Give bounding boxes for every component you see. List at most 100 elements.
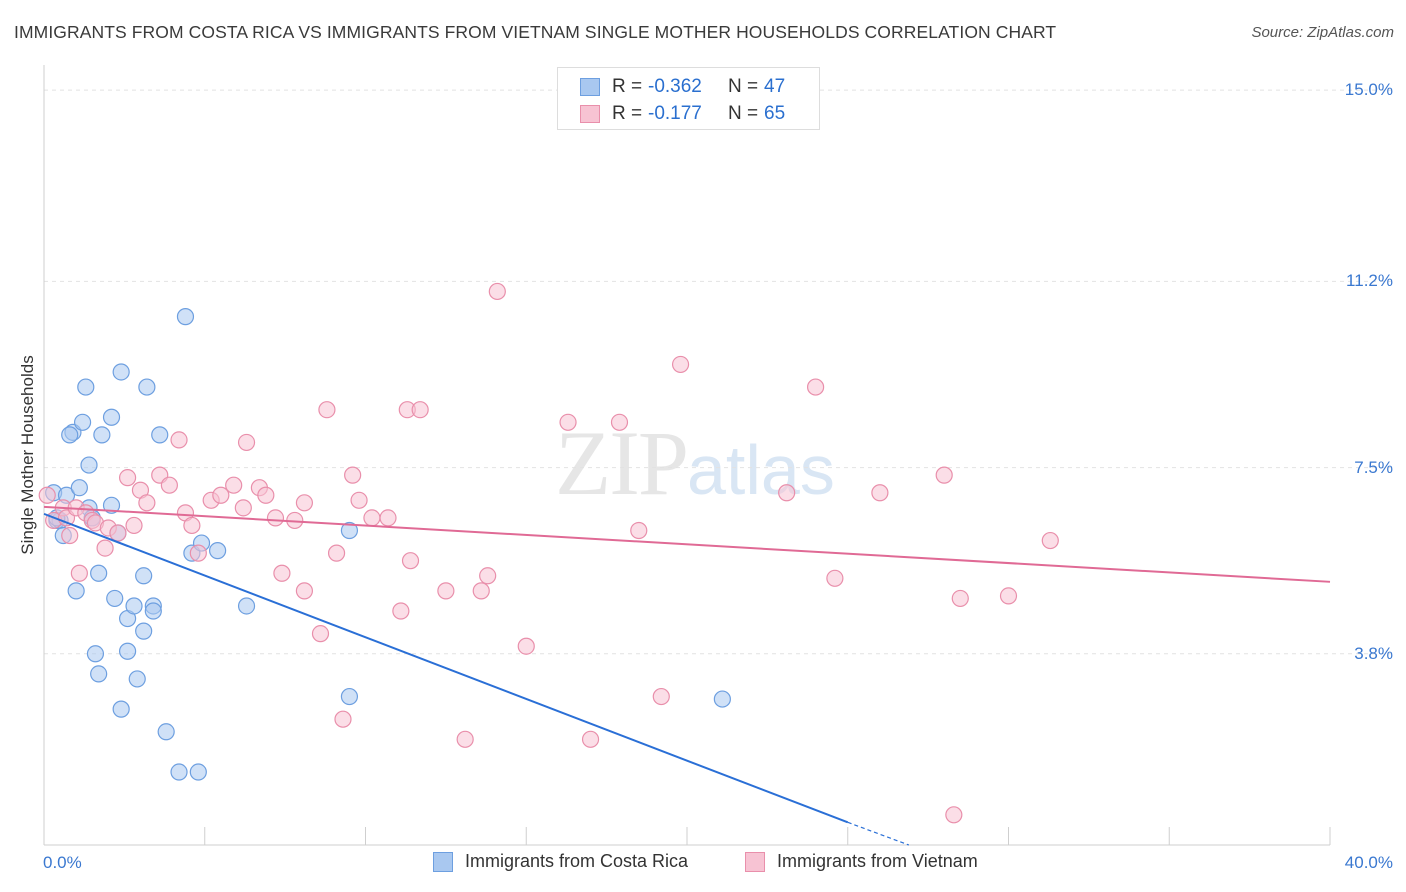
point-costa-rica: [135, 567, 153, 585]
point-vietnam: [234, 499, 252, 517]
point-vietnam: [999, 587, 1018, 605]
point-vietnam: [945, 806, 963, 824]
point-costa-rica: [90, 564, 108, 582]
point-vietnam: [266, 509, 285, 527]
point-vietnam: [392, 602, 410, 620]
point-vietnam: [379, 509, 397, 527]
point-vietnam: [826, 569, 844, 587]
legend-r-value: -0.362: [648, 76, 702, 97]
point-vietnam: [170, 431, 188, 449]
point-vietnam: [109, 524, 127, 542]
point-vietnam: [350, 491, 368, 509]
point-vietnam: [183, 516, 201, 535]
legend-n-value: 47: [764, 76, 786, 97]
legend-item-vietnam[interactable]: Immigrants from Vietnam: [745, 851, 978, 872]
point-vietnam: [437, 582, 455, 600]
legend-row-vietnam: R = -0.177 N = 65: [580, 101, 785, 127]
point-costa-rica: [170, 763, 188, 781]
point-vietnam: [951, 589, 969, 608]
point-vietnam: [344, 466, 362, 484]
legend-n-value: 65: [764, 103, 786, 124]
point-costa-rica: [90, 665, 108, 683]
legend-label-vietnam: Immigrants from Vietnam: [777, 851, 978, 871]
point-vietnam: [363, 509, 381, 527]
point-vietnam: [334, 710, 352, 728]
point-vietnam: [806, 378, 825, 396]
point-costa-rica: [157, 723, 175, 741]
point-costa-rica: [125, 597, 143, 615]
point-costa-rica: [340, 687, 359, 706]
point-vietnam: [778, 484, 796, 502]
point-vietnam: [160, 476, 178, 494]
point-costa-rica: [151, 426, 169, 444]
legend-swatch-costa-rica: [433, 851, 453, 872]
trendline-vietnam: [43, 505, 1331, 583]
y-axis-label: Single Mother Households: [18, 355, 37, 555]
y-tick-label: 7.5%: [1354, 457, 1393, 477]
point-costa-rica: [61, 426, 79, 444]
legend-r-value: -0.177: [648, 103, 702, 124]
y-tick-label: 3.8%: [1354, 643, 1393, 663]
point-vietnam: [295, 494, 314, 512]
chart-title: IMMIGRANTS FROM COSTA RICA VS IMMIGRANTS…: [14, 22, 1057, 42]
point-vietnam: [189, 544, 207, 562]
legend-label-costa-rica: Immigrants from Costa Rica: [465, 851, 689, 871]
point-vietnam: [295, 582, 314, 600]
point-vietnam: [479, 567, 497, 585]
point-costa-rica: [80, 456, 98, 474]
legend-row-costa-rica: R = -0.362 N = 47: [580, 74, 785, 100]
point-costa-rica: [86, 645, 105, 663]
point-vietnam: [652, 687, 670, 706]
point-vietnam: [311, 625, 330, 643]
point-vietnam: [517, 637, 535, 655]
point-vietnam: [935, 466, 953, 484]
point-costa-rica: [209, 542, 227, 560]
legend-n-label: N =: [728, 76, 759, 97]
legend-item-costa-rica[interactable]: Immigrants from Costa Rica: [433, 851, 688, 872]
legend-n-label: N =: [728, 103, 759, 124]
point-vietnam: [96, 539, 114, 557]
point-costa-rica: [77, 378, 95, 396]
point-vietnam: [671, 355, 690, 374]
point-vietnam: [273, 564, 291, 582]
legend-r-label: R =: [612, 103, 643, 124]
point-costa-rica: [340, 521, 359, 540]
point-costa-rica: [67, 582, 85, 600]
point-costa-rica: [102, 496, 121, 514]
point-costa-rica: [93, 426, 111, 444]
x-tick-label: 0.0%: [43, 853, 82, 872]
point-costa-rica: [73, 413, 92, 431]
legend-swatch-vietnam: [745, 851, 765, 872]
point-vietnam: [610, 413, 629, 431]
point-costa-rica: [112, 700, 130, 718]
point-costa-rica: [237, 597, 256, 615]
point-vietnam: [488, 282, 506, 301]
y-tick-label: 11.2%: [1346, 271, 1393, 291]
point-vietnam: [871, 484, 889, 502]
source-credit: Source: ZipAtlas.com: [1251, 24, 1394, 41]
point-costa-rica: [70, 479, 88, 497]
point-costa-rica: [118, 642, 137, 660]
point-vietnam: [401, 552, 420, 570]
point-vietnam: [257, 486, 275, 504]
point-vietnam: [559, 413, 577, 431]
point-vietnam: [125, 516, 143, 535]
point-costa-rica: [144, 602, 162, 620]
point-costa-rica: [112, 363, 130, 381]
point-vietnam: [456, 730, 474, 748]
point-costa-rica: [138, 378, 156, 396]
point-costa-rica: [135, 622, 153, 640]
point-vietnam: [327, 544, 346, 562]
correlation-legend: R = -0.362 N = 47 R = -0.177 N = 65: [557, 67, 820, 130]
point-vietnam: [118, 469, 137, 487]
point-vietnam: [61, 526, 79, 545]
point-costa-rica: [189, 763, 207, 781]
point-vietnam: [1041, 531, 1059, 550]
y-tick-label: 15.0%: [1344, 80, 1393, 100]
point-vietnam: [138, 494, 156, 512]
point-vietnam: [411, 401, 429, 419]
legend-swatch-costa-rica: [580, 78, 600, 96]
point-vietnam: [237, 433, 256, 452]
legend-swatch-vietnam: [580, 105, 600, 123]
